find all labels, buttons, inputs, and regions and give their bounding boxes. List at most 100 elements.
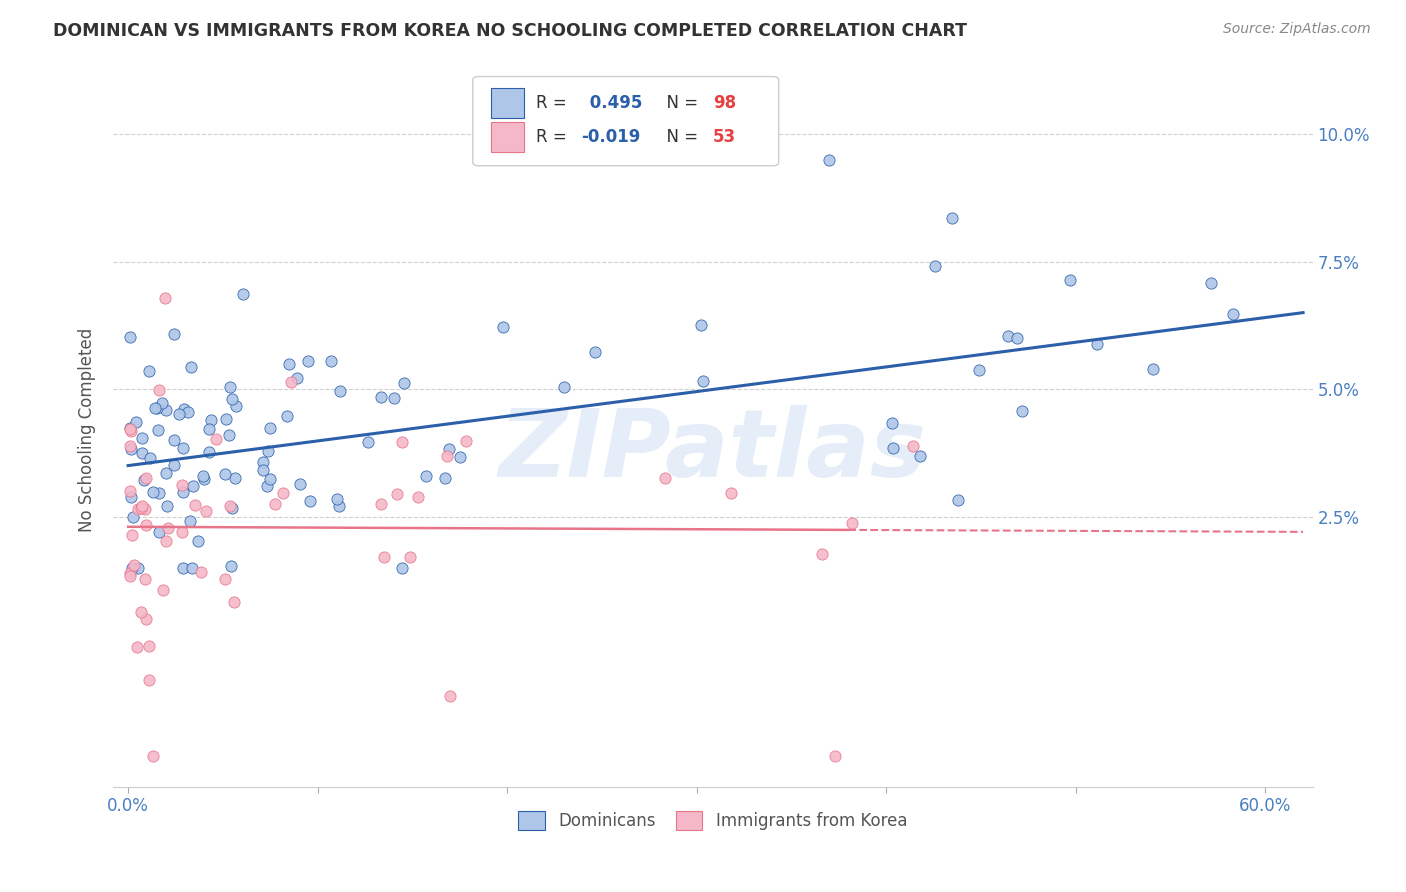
Point (138, 450, 160, 465)
Point (148, 384, 170, 398)
Point (391, 434, 413, 449)
Point (172, 485, 194, 500)
Point (121, 560, 143, 574)
Point (180, 359, 202, 374)
Point (134, 473, 156, 487)
Text: R =: R = (537, 94, 572, 112)
Point (153, 291, 176, 305)
Point (138, 363, 160, 377)
Point (131, 499, 153, 513)
Point (156, 521, 179, 535)
Point (135, 471, 157, 485)
Point (553, 380, 575, 394)
Text: R =: R = (537, 128, 572, 145)
Point (232, 286, 254, 301)
Point (135, 518, 157, 533)
Y-axis label: No Schooling Completed: No Schooling Completed (79, 327, 96, 532)
Point (910, 449, 932, 463)
Point (134, 501, 156, 516)
Point (150, 396, 173, 410)
Point (127, 640, 149, 654)
Point (118, 421, 141, 435)
Point (492, 319, 515, 334)
Point (219, 380, 242, 394)
Point (163, 326, 186, 341)
Point (439, 689, 461, 703)
Point (434, 470, 457, 484)
Legend: Dominicans, Immigrants from Korea: Dominicans, Immigrants from Korea (519, 811, 907, 830)
Text: 98: 98 (713, 94, 735, 112)
Point (214, 467, 236, 482)
Point (148, 423, 170, 437)
Point (221, 501, 243, 516)
Point (654, 471, 676, 485)
Point (1199, 276, 1222, 290)
Point (370, 390, 392, 404)
Point (941, 211, 963, 225)
Point (252, 463, 274, 477)
Point (138, 673, 160, 688)
Point (122, 558, 145, 572)
Point (319, 354, 342, 368)
Point (167, 407, 190, 421)
FancyBboxPatch shape (491, 121, 524, 152)
Text: ZIPatlas: ZIPatlas (499, 405, 927, 498)
Point (146, 401, 169, 415)
Point (222, 595, 245, 609)
Point (583, 345, 606, 359)
Point (280, 376, 302, 390)
Point (127, 560, 149, 574)
Point (155, 534, 177, 549)
Point (329, 384, 352, 399)
Point (880, 416, 903, 430)
Text: 0.495: 0.495 (585, 94, 643, 112)
Point (276, 409, 298, 423)
Point (184, 498, 207, 512)
Point (841, 516, 863, 531)
Point (125, 415, 148, 429)
Point (187, 534, 209, 549)
Point (385, 487, 408, 501)
Point (121, 528, 143, 542)
Point (1222, 307, 1244, 321)
Point (155, 402, 177, 417)
Text: -0.019: -0.019 (581, 128, 640, 145)
Point (148, 525, 170, 540)
Point (181, 479, 204, 493)
FancyBboxPatch shape (472, 77, 779, 166)
Point (271, 486, 294, 500)
Point (195, 504, 218, 518)
Point (177, 405, 200, 419)
Point (720, 485, 742, 500)
Point (1085, 337, 1108, 351)
Point (148, 485, 170, 500)
Point (285, 371, 308, 385)
Text: Source: ZipAtlas.com: Source: ZipAtlas.com (1223, 22, 1371, 37)
Point (818, 153, 841, 167)
Point (173, 401, 195, 416)
Point (214, 573, 236, 587)
Text: DOMINICAN VS IMMIGRANTS FROM KOREA NO SCHOOLING COMPLETED CORRELATION CHART: DOMINICAN VS IMMIGRANTS FROM KOREA NO SC… (53, 22, 967, 40)
Point (1142, 361, 1164, 376)
Point (221, 392, 243, 407)
Point (155, 466, 177, 480)
Point (204, 432, 226, 446)
Point (122, 509, 145, 524)
Point (259, 472, 281, 486)
Point (382, 391, 405, 405)
Point (215, 412, 238, 426)
Point (326, 492, 349, 507)
Point (118, 330, 141, 344)
Point (357, 435, 380, 450)
Point (118, 422, 141, 436)
Point (198, 422, 221, 436)
Point (120, 439, 142, 453)
Point (218, 427, 240, 442)
Point (200, 413, 222, 427)
Point (1059, 273, 1081, 287)
Point (156, 499, 179, 513)
Point (259, 421, 281, 435)
Point (252, 454, 274, 468)
Point (120, 442, 142, 457)
Point (328, 500, 350, 514)
